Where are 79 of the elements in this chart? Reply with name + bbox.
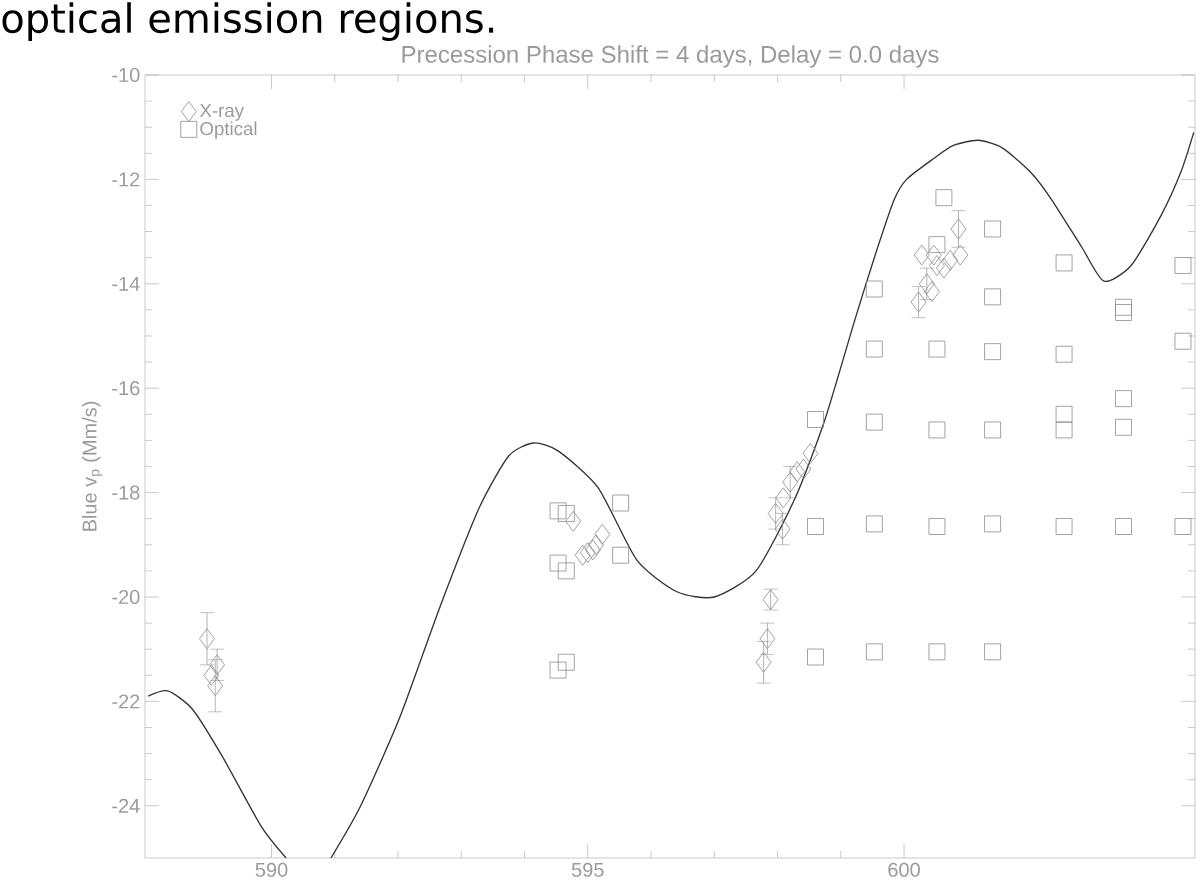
point <box>865 280 883 298</box>
point <box>928 421 946 439</box>
point <box>557 562 575 580</box>
point <box>1115 390 1132 408</box>
point <box>774 518 791 540</box>
point <box>1055 345 1073 363</box>
point <box>984 288 1001 306</box>
point <box>565 510 582 532</box>
y-tick-label: -12 <box>112 172 140 187</box>
point <box>549 661 567 679</box>
point <box>865 515 883 533</box>
y-tick-label: -14 <box>112 276 140 291</box>
point <box>1174 332 1192 350</box>
y-tick-label: -24 <box>112 798 140 813</box>
point <box>952 244 969 266</box>
point <box>1115 418 1132 436</box>
x-tick-label: 590 <box>255 862 288 877</box>
point <box>984 643 1001 661</box>
point <box>759 628 776 650</box>
point <box>928 236 946 254</box>
point <box>865 413 883 431</box>
point <box>612 546 630 564</box>
point <box>935 189 953 207</box>
point <box>918 273 935 295</box>
point <box>950 218 967 240</box>
y-tick-label: -20 <box>112 589 140 605</box>
y-tick-label: -16 <box>112 381 140 396</box>
y-axis-title: Blue v$_{p}$ (Mm/s) <box>81 401 103 531</box>
y-tick-label: -22 <box>112 694 140 709</box>
point <box>942 249 959 271</box>
point <box>865 643 883 661</box>
point <box>1055 405 1073 423</box>
point <box>865 340 883 358</box>
point <box>557 505 575 522</box>
point <box>984 515 1001 533</box>
point <box>1115 298 1132 316</box>
point <box>199 628 215 650</box>
point <box>913 244 930 266</box>
point <box>588 534 604 556</box>
point <box>1055 421 1073 439</box>
x-tick-label: 595 <box>571 862 604 877</box>
point <box>767 503 784 524</box>
point <box>549 502 567 520</box>
y-tick-label: -18 <box>112 485 140 500</box>
point <box>984 343 1001 361</box>
point <box>984 421 1001 439</box>
point <box>594 523 611 545</box>
point <box>557 653 575 671</box>
point <box>755 651 772 673</box>
point <box>928 643 946 661</box>
chart-title: Precession Phase Shift = 4 days, Delay = 0.0 days <box>402 45 939 68</box>
point <box>207 675 224 697</box>
point <box>928 340 946 358</box>
point <box>1174 518 1192 535</box>
legend-label: X-ray <box>199 104 245 121</box>
point <box>1055 254 1073 272</box>
text: optical emission regions. <box>2 2 494 41</box>
point <box>807 648 824 666</box>
point <box>984 220 1001 238</box>
point <box>935 257 952 279</box>
point <box>928 518 946 535</box>
point <box>802 443 819 464</box>
point <box>612 494 630 512</box>
x-tick-label: 600 <box>888 862 920 877</box>
point <box>579 542 596 564</box>
y-tick-label: -10 <box>112 67 140 83</box>
point <box>929 255 945 276</box>
point <box>549 554 567 572</box>
point <box>1055 518 1073 535</box>
point <box>1174 257 1192 274</box>
point <box>925 244 942 266</box>
point <box>574 544 591 566</box>
point <box>782 471 799 493</box>
point <box>775 487 792 509</box>
point <box>584 539 601 561</box>
point <box>910 291 927 313</box>
legend-label: Optical <box>200 121 257 139</box>
point <box>795 458 812 480</box>
point <box>209 654 226 676</box>
